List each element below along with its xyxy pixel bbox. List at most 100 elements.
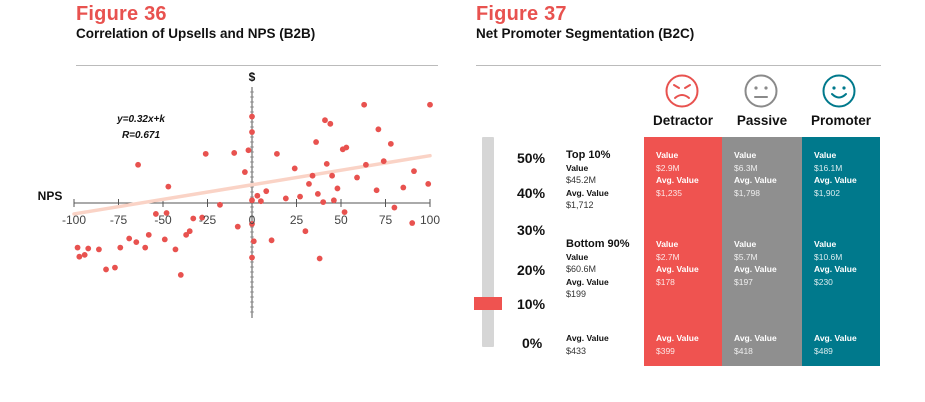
scatter-text-layer: -100 -75 -50 -25 0 25 50 75 100 $ NPS y=0.32x+k R=0.… bbox=[38, 70, 441, 227]
scatter-point bbox=[126, 235, 133, 242]
scatter-point bbox=[249, 129, 255, 135]
detractor-all-cell: Avg. Value $399 bbox=[656, 332, 699, 357]
scatter-point bbox=[177, 271, 184, 278]
scatter-point bbox=[387, 140, 394, 147]
regression-equation: y=0.32x+k bbox=[116, 114, 165, 125]
bottom-segment-summary: Bottom 90% Value $60.6M Avg. Value $199 bbox=[566, 238, 630, 301]
figure-36-title: Correlation of Upsells and NPS (B2B) bbox=[76, 26, 316, 41]
scatter-point bbox=[361, 101, 368, 108]
figure-37-divider bbox=[476, 65, 881, 66]
scatter-point bbox=[254, 192, 261, 199]
scatter-point bbox=[135, 161, 141, 168]
promoter-top-cell: Value $16.1M Avg. Value $1,902 bbox=[814, 149, 857, 199]
scatter-point bbox=[391, 204, 398, 211]
scatter-point bbox=[183, 231, 190, 238]
scatter-point bbox=[249, 197, 255, 204]
detractor-top-value-label: Value bbox=[656, 150, 679, 160]
x-tick-label: -25 bbox=[199, 213, 217, 227]
promoter-bottom-value-label: Value bbox=[814, 239, 837, 249]
scatter-point bbox=[145, 231, 152, 238]
scale-tick-40: 40% bbox=[517, 185, 546, 201]
scatter-point bbox=[74, 244, 81, 251]
scatter-point bbox=[133, 239, 140, 246]
scatter-point bbox=[163, 210, 170, 216]
scatter-point bbox=[302, 228, 309, 235]
scatter-point bbox=[427, 101, 433, 108]
passive-top-value: $6.3M bbox=[734, 162, 758, 173]
scatter-point bbox=[314, 191, 321, 197]
promoter-bottom-cell: Value $10.6M Avg. Value $230 bbox=[814, 238, 857, 288]
top-segment-value: $45.2M bbox=[566, 175, 597, 185]
scatter-point bbox=[322, 117, 328, 124]
scatter-point bbox=[142, 244, 149, 251]
scatter-point bbox=[241, 169, 248, 175]
detractor-all-avg-label: Avg. Value bbox=[656, 333, 699, 343]
bottom-segment-avg: $199 bbox=[566, 289, 587, 299]
x-axis-label: NPS bbox=[38, 189, 63, 203]
passive-top-avg: $1,798 bbox=[734, 187, 760, 198]
scatter-points-layer bbox=[74, 101, 433, 278]
scatter-point bbox=[161, 236, 168, 243]
scatter-point bbox=[400, 184, 407, 191]
detractor-top-avg: $1,235 bbox=[656, 187, 682, 198]
bottom-segment-value: $60.6M bbox=[566, 264, 597, 274]
x-tick-label: 100 bbox=[420, 213, 440, 227]
detractor-all-avg: $399 bbox=[656, 345, 675, 356]
passive-top-avg-label: Avg. Value bbox=[734, 175, 777, 185]
scatter-point bbox=[363, 161, 369, 168]
all-segment-avg-label: Avg. Value bbox=[566, 333, 609, 343]
scatter-point bbox=[327, 120, 334, 127]
passive-all-avg: $418 bbox=[734, 345, 753, 356]
scatter-point bbox=[81, 251, 88, 258]
scatter-point bbox=[329, 172, 335, 179]
detractor-bottom-cell: Value $2.7M Avg. Value $178 bbox=[656, 238, 699, 288]
scale-tick-20: 20% bbox=[517, 262, 546, 278]
passive-bottom-avg-label: Avg. Value bbox=[734, 264, 777, 274]
x-tick-label: -50 bbox=[154, 213, 172, 227]
scatter-point bbox=[152, 211, 159, 217]
scatter-point bbox=[245, 147, 252, 154]
all-segment-avg: $433 bbox=[566, 345, 587, 356]
scatter-point bbox=[309, 172, 316, 179]
scatter-point bbox=[190, 215, 197, 222]
bottom-segment-title: Bottom 90% bbox=[566, 238, 630, 250]
scatter-point bbox=[85, 245, 92, 252]
scale-tick-50: 50% bbox=[517, 150, 546, 166]
all-segment-summary: Avg. Value $433 bbox=[566, 332, 609, 357]
detractor-top-avg-label: Avg. Value bbox=[656, 175, 699, 185]
detractor-top-value: $2.9M bbox=[656, 162, 680, 173]
passive-bottom-cell: Value $5.7M Avg. Value $197 bbox=[734, 238, 777, 288]
scale-tick-30: 30% bbox=[517, 222, 546, 238]
top-segment-avg: $1,712 bbox=[566, 200, 594, 210]
promoter-top-avg: $1,902 bbox=[814, 187, 840, 198]
passive-bottom-value-label: Value bbox=[734, 239, 757, 249]
correlation-coefficient: R=0.671 bbox=[122, 130, 161, 141]
promoter-all-avg: $489 bbox=[814, 345, 833, 356]
scatter-point bbox=[409, 220, 416, 226]
promoter-header: Promoter bbox=[810, 113, 871, 128]
detractor-top-cell: Value $2.9M Avg. Value $1,235 bbox=[656, 149, 699, 199]
figure-36-divider bbox=[76, 65, 438, 66]
x-tick-label: 0 bbox=[249, 213, 256, 227]
scatter-point bbox=[165, 183, 172, 190]
passive-all-avg-label: Avg. Value bbox=[734, 333, 777, 343]
x-tick-label: 50 bbox=[334, 213, 348, 227]
bottom-segment-value-label: Value bbox=[566, 251, 589, 262]
top-segment-avg-label: Avg. Value bbox=[566, 187, 609, 198]
x-tick-label: -75 bbox=[110, 213, 128, 227]
scatter-point bbox=[316, 255, 323, 262]
scatter-point bbox=[117, 244, 124, 251]
promoter-all-avg-label: Avg. Value bbox=[814, 333, 857, 343]
passive-column bbox=[722, 137, 802, 366]
promoter-bottom-avg: $230 bbox=[814, 276, 833, 287]
x-tick-label: 25 bbox=[290, 213, 304, 227]
scatter-point bbox=[250, 238, 257, 245]
figure-37-label: Figure 37 bbox=[476, 3, 567, 25]
scatter-point bbox=[313, 139, 319, 145]
scatter-point bbox=[411, 168, 417, 175]
passive-bottom-avg: $197 bbox=[734, 276, 753, 287]
passive-top-cell: Value $6.3M Avg. Value $1,798 bbox=[734, 149, 777, 199]
top-segment-summary: Top 10% Value $45.2M Avg. Value $1,712 bbox=[566, 149, 610, 212]
scale-tick-0: 0% bbox=[522, 335, 543, 351]
promoter-top-avg-label: Avg. Value bbox=[814, 175, 857, 185]
